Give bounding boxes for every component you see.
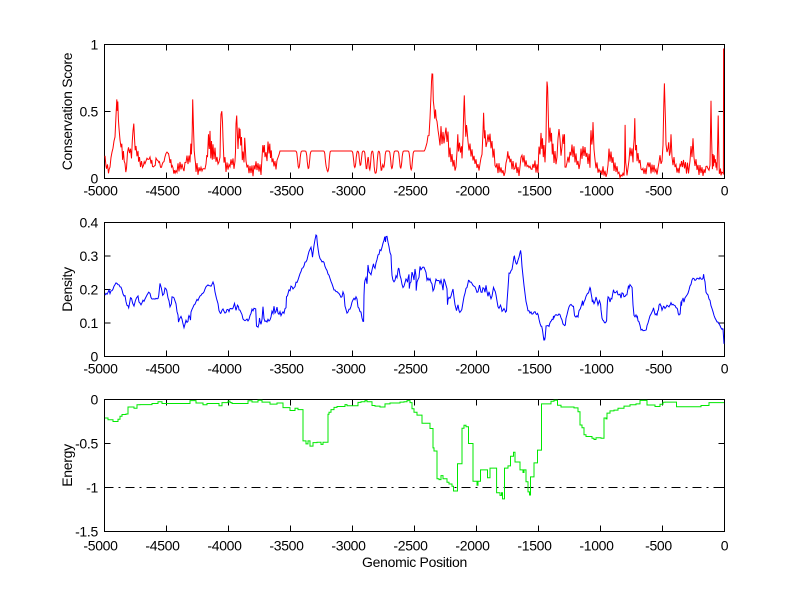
svg-text:-4000: -4000 xyxy=(207,361,242,377)
svg-text:0.4: 0.4 xyxy=(79,215,98,231)
svg-text:-4500: -4500 xyxy=(145,361,180,377)
svg-text:-3000: -3000 xyxy=(331,538,366,554)
svg-text:-1500: -1500 xyxy=(517,361,552,377)
svg-text:-1500: -1500 xyxy=(517,538,552,554)
svg-text:-3000: -3000 xyxy=(331,183,366,199)
svg-text:0: 0 xyxy=(91,392,99,408)
svg-text:0: 0 xyxy=(721,538,729,554)
svg-text:-500: -500 xyxy=(645,183,672,199)
svg-text:-5000: -5000 xyxy=(83,183,118,199)
svg-text:-3500: -3500 xyxy=(269,361,304,377)
svg-text:-1500: -1500 xyxy=(517,183,552,199)
svg-text:-3000: -3000 xyxy=(331,361,366,377)
svg-text:-2500: -2500 xyxy=(393,538,428,554)
svg-text:-1000: -1000 xyxy=(579,183,614,199)
svg-text:0: 0 xyxy=(91,349,99,365)
svg-text:-2500: -2500 xyxy=(393,361,428,377)
svg-text:-1000: -1000 xyxy=(579,538,614,554)
svg-text:Density: Density xyxy=(59,267,75,312)
svg-text:-4000: -4000 xyxy=(207,183,242,199)
svg-text:-5000: -5000 xyxy=(83,361,118,377)
svg-text:0.1: 0.1 xyxy=(79,315,98,331)
svg-text:-500: -500 xyxy=(645,361,672,377)
svg-text:Conservation Score: Conservation Score xyxy=(59,52,75,170)
svg-text:-4500: -4500 xyxy=(145,183,180,199)
svg-text:0: 0 xyxy=(721,361,729,377)
svg-text:-0.5: -0.5 xyxy=(75,436,98,452)
svg-text:-4500: -4500 xyxy=(145,538,180,554)
svg-text:-2500: -2500 xyxy=(393,183,428,199)
svg-text:-3500: -3500 xyxy=(269,538,304,554)
svg-text:-1.5: -1.5 xyxy=(75,524,98,540)
svg-text:-2000: -2000 xyxy=(455,361,490,377)
svg-text:Energy: Energy xyxy=(59,444,75,487)
svg-text:0: 0 xyxy=(91,171,99,187)
svg-text:Genomic Position: Genomic Position xyxy=(362,554,467,570)
svg-text:0.5: 0.5 xyxy=(79,104,98,120)
svg-text:-3500: -3500 xyxy=(269,183,304,199)
svg-text:-2000: -2000 xyxy=(455,538,490,554)
svg-text:1: 1 xyxy=(91,37,99,53)
svg-text:-500: -500 xyxy=(645,538,672,554)
svg-text:0.3: 0.3 xyxy=(79,248,98,264)
svg-text:-5000: -5000 xyxy=(83,538,118,554)
svg-text:-1: -1 xyxy=(86,480,98,496)
svg-text:-2000: -2000 xyxy=(455,183,490,199)
svg-text:0.2: 0.2 xyxy=(79,282,98,298)
svg-text:-1000: -1000 xyxy=(579,361,614,377)
svg-text:-4000: -4000 xyxy=(207,538,242,554)
svg-text:0: 0 xyxy=(721,183,729,199)
